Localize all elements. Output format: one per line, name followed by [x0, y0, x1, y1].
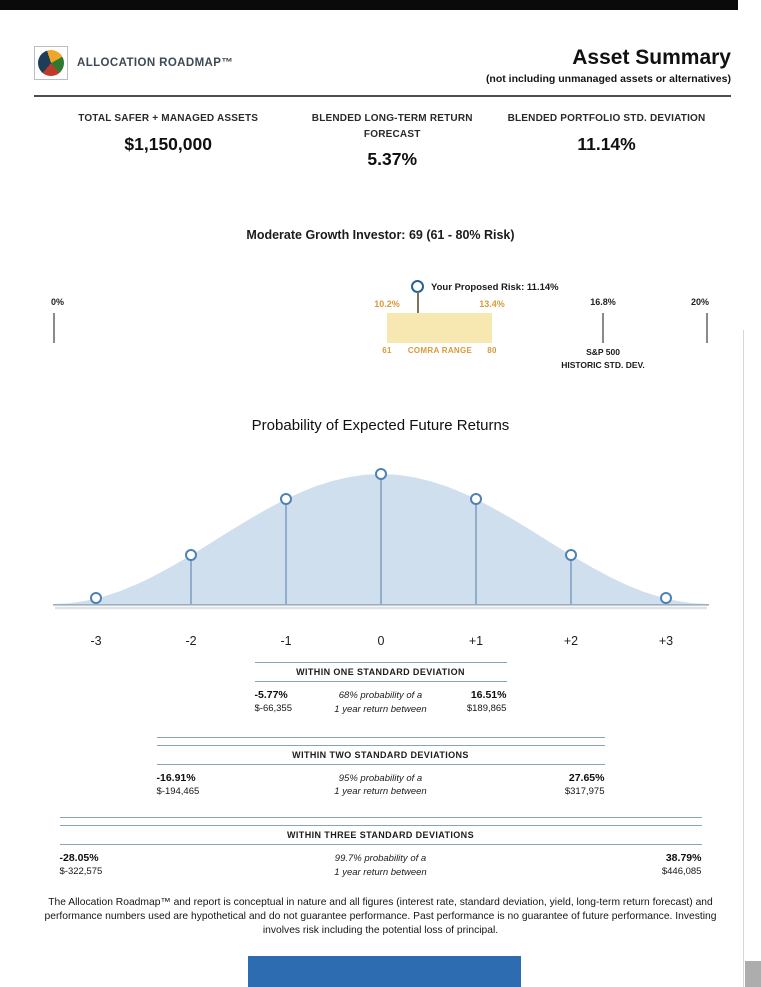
- high-amount: $189,865: [466, 703, 507, 714]
- low-percent: -28.05%: [59, 852, 99, 865]
- scale-tick-0: [53, 313, 55, 343]
- sp500-value-label: 16.8%: [590, 297, 616, 307]
- band-low-label: 10.2%: [374, 299, 400, 309]
- high-percent: 38.79%: [665, 852, 702, 865]
- stat-total-safer-managed-assets: TOTAL SAFER + MANAGED ASSETS $1,150,000: [44, 111, 292, 170]
- table-row: -5.77% $-66,355 68% probability of a 1 y…: [255, 689, 507, 717]
- table-header: WITHIN ONE STANDARD DEVIATION: [254, 662, 507, 682]
- stat-label: BLENDED PORTFOLIO STD. DEVIATION: [507, 113, 706, 124]
- sp500-caption: S&P 500 HISTORIC STD. DEV.: [533, 346, 673, 372]
- proposed-risk-label: Your Proposed Risk: 11.14%: [431, 282, 559, 293]
- marker-plus3-icon: [659, 592, 672, 604]
- comra-range-label: COMRA RANGE: [407, 346, 473, 355]
- two-std-dev-table: WITHIN TWO STANDARD DEVIATIONS -16.91% $…: [156, 736, 605, 800]
- probability-note-line2: 1 year return between: [334, 786, 427, 798]
- probability-note: 95% probability of a 1 year return betwe…: [277, 772, 483, 800]
- page-title: Asset Summary: [572, 46, 731, 69]
- sp500-caption-line1: S&P 500: [586, 347, 620, 357]
- high-percent: 16.51%: [470, 689, 507, 701]
- x-tick-plus3: +3: [658, 634, 672, 648]
- low-amount: $-194,465: [156, 785, 200, 797]
- marker-minus2-icon: [184, 549, 197, 561]
- low-amount: $-66,355: [254, 703, 293, 714]
- high-amount: $317,975: [564, 785, 605, 797]
- chart-title: Probability of Expected Future Returns: [251, 417, 510, 434]
- marker-minus3-icon: [89, 592, 102, 604]
- scale-max-label: 20%: [691, 297, 710, 307]
- probability-note-line1: 95% probability of a: [338, 772, 423, 784]
- stat-label: BLENDED LONG-TERM RETURN FORECAST: [311, 113, 473, 140]
- high-cell: 27.65% $317,975: [484, 772, 605, 797]
- high-percent: 27.65%: [568, 771, 605, 784]
- probability-note-line2: 1 year return between: [334, 703, 427, 715]
- allocation-roadmap-logo: ALLOCATION ROADMAP™: [34, 46, 233, 80]
- table-header: WITHIN TWO STANDARD DEVIATIONS: [156, 744, 605, 765]
- sp500-caption-line2: HISTORIC STD. DEV.: [561, 359, 645, 370]
- stat-value: 11.14%: [577, 133, 636, 154]
- divider-rule: [59, 817, 702, 819]
- high-cell: 38.79% $446,085: [528, 852, 702, 878]
- investor-profile-line: Moderate Growth Investor: 69 (61 - 80% R…: [246, 228, 515, 242]
- marker-plus1-icon: [469, 493, 482, 505]
- page-subtitle: (not including unmanaged assets or alter…: [485, 73, 731, 85]
- marker-zero-icon: [374, 468, 387, 480]
- pie-chart-logo-icon: [34, 46, 68, 80]
- probability-note: 99.7% probability of a 1 year return bet…: [233, 852, 528, 880]
- x-tick-plus1: +1: [468, 634, 482, 648]
- high-amount: $446,085: [661, 866, 702, 878]
- comra-low-label: 61: [382, 346, 392, 355]
- comra-high-label: 80: [487, 346, 497, 355]
- scale-tick-sp500: [602, 313, 604, 343]
- probability-note-line2: 1 year return between: [334, 866, 427, 878]
- x-tick-minus1: -1: [280, 634, 291, 648]
- risk-scale: Your Proposed Risk: 11.14% 10.2% 13.4% 0…: [51, 275, 710, 375]
- band-high-label: 13.4%: [479, 299, 505, 309]
- probability-note-line1: 68% probability of a: [338, 690, 423, 701]
- marker-minus1-icon: [279, 493, 292, 505]
- scan-page-edge-line: [743, 330, 744, 987]
- x-tick-zero: 0: [377, 634, 384, 648]
- probability-note-line1: 99.7% probability of a: [334, 853, 427, 865]
- low-cell: -5.77% $-66,355: [255, 689, 323, 714]
- stat-blended-long-term-return-forecast: BLENDED LONG-TERM RETURN FORECAST 5.37%: [292, 111, 492, 170]
- high-cell: 16.51% $189,865: [438, 689, 507, 714]
- table-row: -16.91% $-194,465 95% probability of a 1…: [157, 772, 605, 800]
- table-header: WITHIN THREE STANDARD DEVIATIONS: [59, 825, 702, 846]
- footer-blue-bar: [248, 956, 521, 987]
- title-block: Asset Summary (not including unmanaged a…: [486, 46, 731, 85]
- stat-label: TOTAL SAFER + MANAGED ASSETS: [78, 113, 259, 124]
- comra-range-band: [387, 313, 492, 343]
- low-percent: -16.91%: [156, 771, 196, 784]
- x-tick-minus2: -2: [185, 634, 196, 648]
- summary-stats: TOTAL SAFER + MANAGED ASSETS $1,150,000 …: [44, 111, 721, 170]
- logo-text: ALLOCATION ROADMAP™: [77, 57, 234, 69]
- disclaimer-text: The Allocation Roadmap™ and report is co…: [44, 896, 717, 937]
- bell-curve-chart: -3 -2 -1 0 +1 +2 +3: [52, 468, 709, 648]
- divider-rule: [156, 736, 605, 738]
- scale-min-label: 0%: [51, 297, 65, 307]
- pie-chart-icon: [38, 50, 64, 76]
- stat-blended-portfolio-std-deviation: BLENDED PORTFOLIO STD. DEVIATION 11.14%: [492, 111, 721, 170]
- scan-page-edge-corner: [745, 961, 761, 987]
- one-std-dev-table: WITHIN ONE STANDARD DEVIATION -5.77% $-6…: [254, 662, 507, 717]
- low-percent: -5.77%: [254, 689, 288, 701]
- table-row: -28.05% $-322,575 99.7% probability of a…: [60, 852, 702, 880]
- marker-plus2-icon: [564, 549, 577, 561]
- low-cell: -28.05% $-322,575: [60, 852, 233, 877]
- low-amount: $-322,575: [59, 866, 103, 878]
- top-black-bar: [0, 0, 738, 10]
- stat-value: 5.37%: [367, 149, 418, 169]
- scale-tick-20: [706, 313, 708, 343]
- probability-note: 68% probability of a 1 year return betwe…: [323, 689, 439, 717]
- header: ALLOCATION ROADMAP™ Asset Summary (not i…: [34, 46, 731, 97]
- x-tick-minus3: -3: [90, 634, 101, 648]
- three-std-dev-table: WITHIN THREE STANDARD DEVIATIONS -28.05%…: [59, 817, 702, 880]
- x-tick-plus2: +2: [563, 634, 577, 648]
- low-cell: -16.91% $-194,465: [157, 772, 278, 797]
- stat-value: $1,150,000: [124, 133, 212, 154]
